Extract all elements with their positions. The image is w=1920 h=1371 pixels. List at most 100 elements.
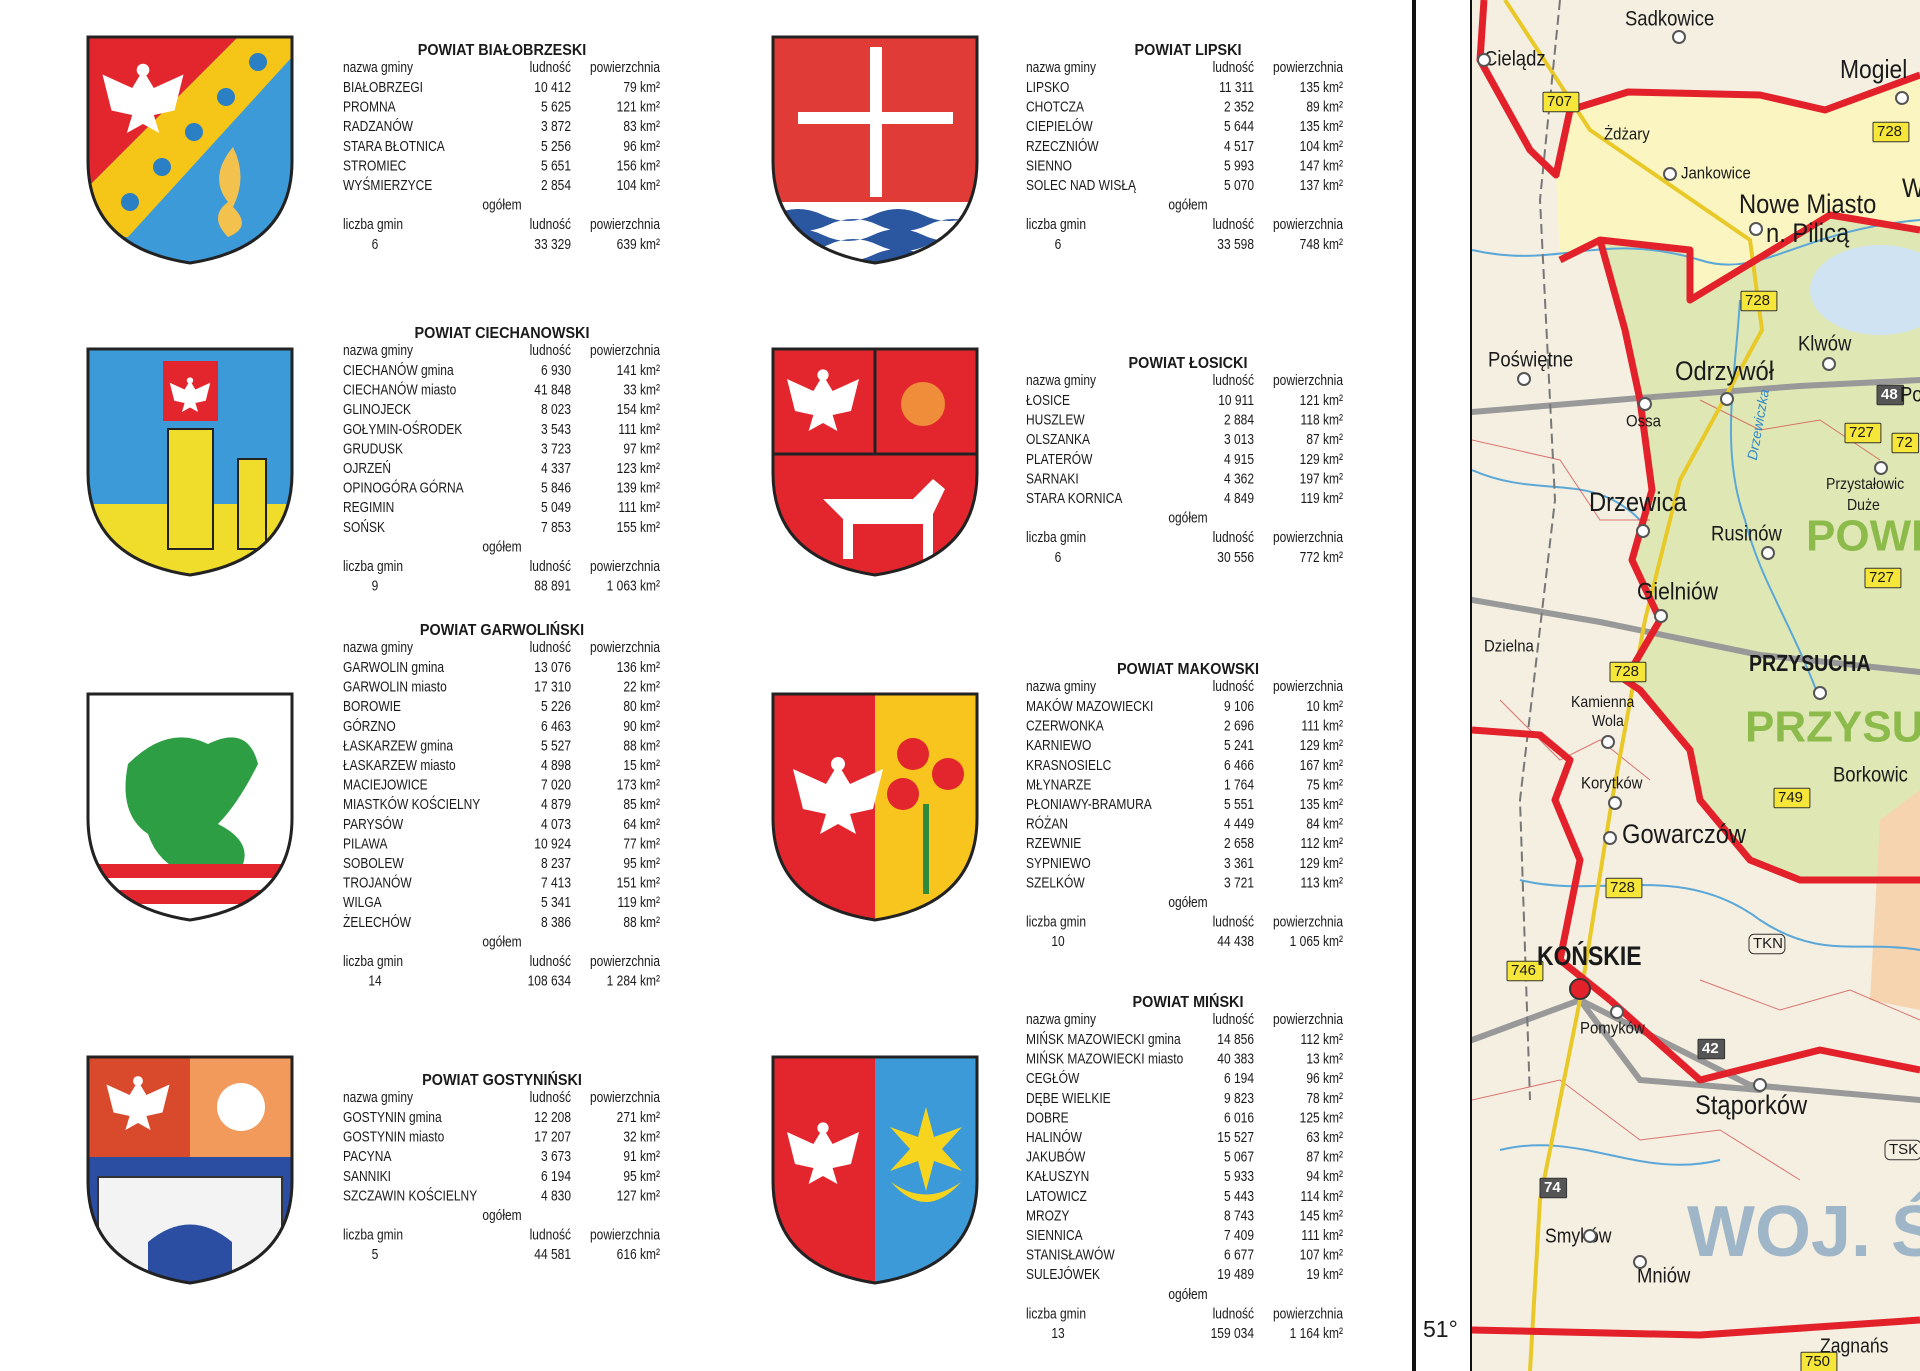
- column-header: ludność: [1213, 678, 1255, 695]
- shield-outline: [771, 347, 979, 577]
- map-label: Rusinów: [1711, 522, 1782, 545]
- town-marker: [1720, 392, 1734, 406]
- gmina-name: PILAWA: [343, 835, 388, 852]
- population: 2 696: [1224, 717, 1254, 734]
- gmina-count: 5: [372, 1246, 379, 1263]
- area: 104 km²: [617, 177, 661, 194]
- gmina-name: JAKUBÓW: [1026, 1148, 1085, 1165]
- population: 4 898: [541, 757, 571, 774]
- gmina-name: GARWOLIN gmina: [343, 659, 444, 676]
- regional-road: [1503, 0, 1765, 1371]
- summary-header: powierzchnia: [590, 953, 660, 970]
- eagle-head: [133, 1076, 143, 1086]
- town-marker-capital: [1569, 978, 1591, 1000]
- population: 13 076: [534, 659, 571, 676]
- population: 2 352: [1224, 98, 1254, 115]
- map-label: Po: [1900, 383, 1920, 406]
- road-number-box-national: [1697, 1038, 1726, 1060]
- map-label: WOJ. ŚW: [1687, 1191, 1920, 1272]
- total-label: ogółem: [1168, 1286, 1207, 1303]
- town-marker: [1663, 167, 1677, 181]
- total-population: 44 438: [1217, 933, 1254, 950]
- summary-header: powierzchnia: [1273, 216, 1343, 233]
- map-label: n. Pilicą: [1766, 219, 1850, 249]
- area: 127 km²: [617, 1187, 661, 1204]
- area: 119 km²: [1301, 490, 1344, 507]
- area: 95 km²: [623, 1168, 660, 1185]
- area: 77 km²: [623, 835, 660, 852]
- area: 85 km²: [623, 796, 660, 813]
- map-label: Pomyków: [1580, 1020, 1645, 1038]
- map-label: 728: [1610, 879, 1635, 896]
- population: 9 106: [1224, 698, 1254, 715]
- gmina-name: SARNAKI: [1026, 470, 1079, 487]
- population: 5 067: [1224, 1148, 1254, 1165]
- total-area: 1 284 km²: [607, 972, 661, 989]
- eagle-head: [817, 1122, 829, 1134]
- population: 5 070: [1224, 177, 1254, 194]
- area: 111 km²: [1301, 717, 1343, 734]
- map-label: 728: [1614, 663, 1639, 680]
- region-orange: [1870, 790, 1920, 1010]
- coat-of-arms: [88, 349, 292, 575]
- area: 167 km²: [1300, 757, 1344, 774]
- powiat-table: POWIAT MAKOWSKI nazwa gminy ludność powierz…: [1026, 661, 1343, 950]
- population: 4 915: [1224, 451, 1254, 468]
- population: 6 016: [1224, 1109, 1254, 1126]
- population: 6 194: [1224, 1070, 1254, 1087]
- total-population: 159 034: [1211, 1325, 1255, 1342]
- gmina-name: WYŚMIERZYCE: [343, 177, 432, 194]
- map-label: Korytków: [1581, 775, 1643, 793]
- town-marker: [1753, 1078, 1767, 1092]
- population: 41 848: [534, 381, 571, 398]
- town-marker: [1672, 30, 1686, 44]
- map-label: Cielądz: [1484, 47, 1546, 70]
- road-number-box-national: [1876, 384, 1905, 406]
- road-number-box: [1844, 422, 1882, 444]
- total-label: ogółem: [482, 538, 521, 555]
- map-label: PRZYSUCHA: [1749, 651, 1871, 677]
- coat-of-arms: [88, 694, 292, 920]
- summary-header: ludność: [1213, 1305, 1255, 1322]
- map-label: Kamienna: [1571, 693, 1635, 711]
- gmina-name: STANISŁAWÓW: [1026, 1246, 1115, 1263]
- gmina-name: MIŃSK MAZOWIECKI miasto: [1026, 1050, 1183, 1067]
- area: 135 km²: [1300, 796, 1344, 813]
- town-marker: [1638, 397, 1652, 411]
- population: 9 823: [1224, 1090, 1254, 1107]
- area: 89 km²: [1306, 98, 1343, 115]
- gmina-name: KRASNOSIELC: [1026, 757, 1112, 774]
- gmina-name: GRUDUSK: [343, 440, 403, 457]
- map-label: Przystałowic: [1826, 475, 1905, 493]
- total-population: 33 329: [534, 236, 571, 253]
- total-area: 1 164 km²: [1290, 1325, 1344, 1342]
- gmina-name: TROJANÓW: [343, 874, 412, 891]
- population: 10 924: [534, 835, 571, 852]
- gmina-name: SIENNICA: [1026, 1227, 1083, 1244]
- gmina-name: LIPSKO: [1026, 79, 1069, 96]
- gmina-name: DOBRE: [1026, 1109, 1069, 1126]
- summary-header: ludność: [1213, 913, 1255, 930]
- town-marker: [1749, 222, 1763, 236]
- gmina-name: BIAŁOBRZEGI: [343, 79, 423, 96]
- population: 3 872: [541, 118, 571, 135]
- population: 3 673: [541, 1148, 571, 1165]
- poppy: [887, 778, 919, 810]
- population: 7 413: [541, 874, 571, 891]
- column-header: nazwa gminy: [1026, 678, 1096, 695]
- population: 10 911: [1218, 392, 1254, 409]
- mermaid: [218, 147, 242, 237]
- population: 17 310: [534, 678, 571, 695]
- column-header: ludność: [530, 342, 572, 359]
- area: 114 km²: [1301, 1188, 1344, 1205]
- area: 121 km²: [617, 98, 661, 115]
- population: 5 551: [1224, 796, 1254, 813]
- area: 19 km²: [1306, 1266, 1343, 1283]
- town-marker: [1603, 831, 1617, 845]
- gmina-name: RÓŻAN: [1026, 815, 1068, 832]
- total-label: ogółem: [1168, 894, 1207, 911]
- area: 63 km²: [1306, 1129, 1343, 1146]
- town-marker: [1610, 1005, 1624, 1019]
- gmina-name: MROZY: [1026, 1207, 1069, 1224]
- column-header: nazwa gminy: [1026, 372, 1096, 389]
